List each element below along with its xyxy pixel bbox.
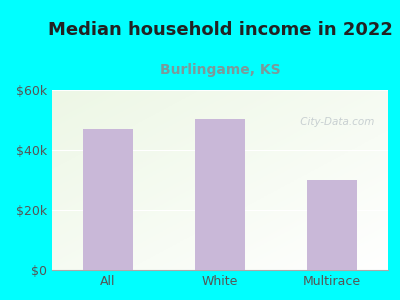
Text: Burlingame, KS: Burlingame, KS [160,63,280,77]
Text: Median household income in 2022: Median household income in 2022 [48,21,392,39]
Text: City-Data.com: City-Data.com [297,117,375,128]
Bar [195,118,245,270]
Bar [307,180,357,270]
Bar [83,129,133,270]
